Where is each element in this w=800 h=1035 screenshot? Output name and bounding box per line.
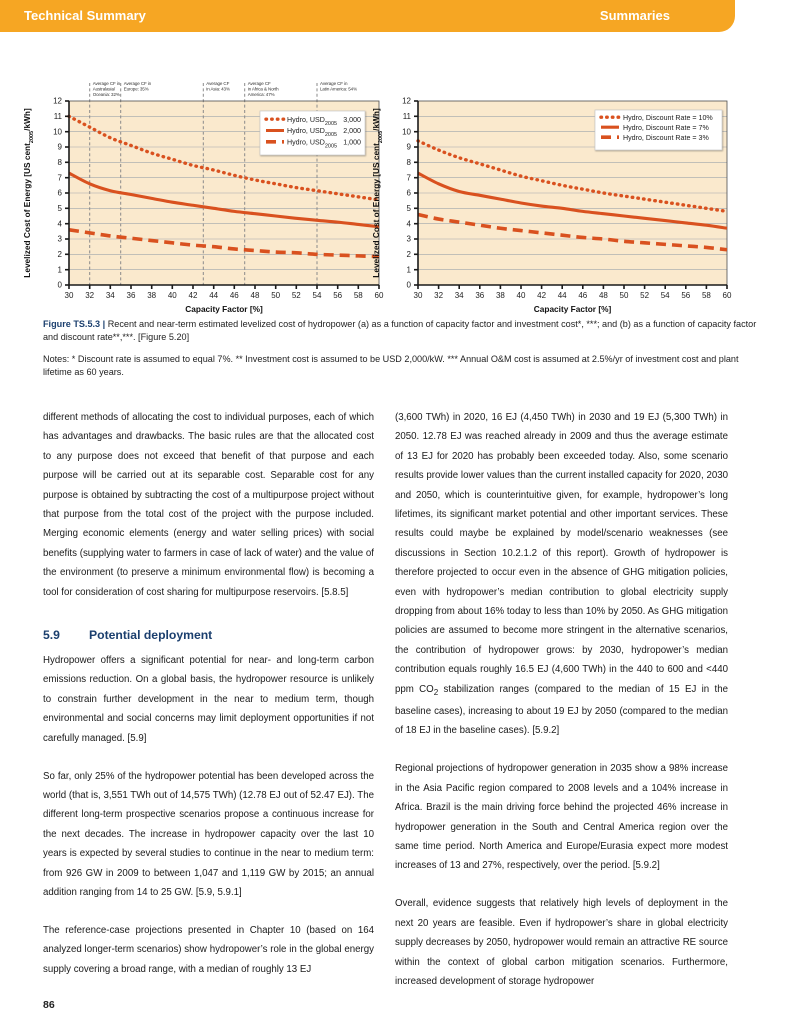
- svg-text:58: 58: [702, 291, 711, 300]
- svg-text:30: 30: [414, 291, 423, 300]
- svg-text:12: 12: [402, 97, 411, 106]
- svg-text:7: 7: [407, 173, 412, 182]
- svg-text:Average CF: Average CF: [206, 81, 229, 86]
- svg-text:Oceania: 32%: Oceania: 32%: [93, 92, 120, 97]
- svg-text:1: 1: [58, 265, 63, 274]
- svg-text:Latin America: 54%: Latin America: 54%: [320, 87, 357, 92]
- svg-text:32: 32: [434, 291, 443, 300]
- svg-text:in Asia: 43%: in Asia: 43%: [206, 87, 230, 92]
- svg-text:40: 40: [517, 291, 526, 300]
- svg-text:11: 11: [403, 112, 412, 121]
- svg-text:Average CF in: Average CF in: [124, 81, 152, 86]
- svg-text:11: 11: [54, 112, 63, 121]
- svg-text:1: 1: [407, 265, 412, 274]
- svg-text:5: 5: [58, 204, 63, 213]
- svg-text:Hydro, Discount Rate = 10%: Hydro, Discount Rate = 10%: [623, 114, 713, 122]
- svg-text:50: 50: [620, 291, 629, 300]
- svg-text:2,000: 2,000: [343, 127, 361, 135]
- svg-text:9: 9: [58, 143, 63, 152]
- svg-text:Hydro, Discount Rate = 3%: Hydro, Discount Rate = 3%: [623, 134, 709, 142]
- svg-text:1,000: 1,000: [343, 138, 361, 146]
- svg-text:3: 3: [58, 235, 63, 244]
- svg-text:52: 52: [640, 291, 649, 300]
- svg-text:in Africa & North: in Africa & North: [248, 87, 279, 92]
- svg-text:2: 2: [407, 250, 412, 259]
- svg-text:9: 9: [407, 143, 412, 152]
- svg-text:60: 60: [723, 291, 732, 300]
- svg-text:30: 30: [65, 291, 74, 300]
- svg-text:Australasia/: Australasia/: [93, 87, 116, 92]
- svg-text:58: 58: [354, 291, 363, 300]
- svg-text:40: 40: [168, 291, 177, 300]
- svg-text:0: 0: [407, 281, 412, 290]
- svg-text:48: 48: [599, 291, 608, 300]
- svg-text:32: 32: [85, 291, 94, 300]
- svg-text:52: 52: [292, 291, 301, 300]
- svg-text:36: 36: [127, 291, 136, 300]
- svg-text:0: 0: [58, 281, 63, 290]
- svg-text:54: 54: [661, 291, 670, 300]
- svg-text:42: 42: [189, 291, 198, 300]
- svg-text:Levelized Cost of Energy [US c: Levelized Cost of Energy [US cent2005/kW…: [371, 108, 384, 278]
- svg-text:7: 7: [58, 173, 63, 182]
- svg-text:4: 4: [58, 219, 63, 228]
- svg-text:10: 10: [402, 127, 411, 136]
- svg-text:38: 38: [147, 291, 156, 300]
- svg-text:38: 38: [496, 291, 505, 300]
- svg-text:46: 46: [230, 291, 239, 300]
- svg-text:42: 42: [537, 291, 546, 300]
- svg-text:Europe: 35%: Europe: 35%: [124, 87, 149, 92]
- svg-text:Average CF: Average CF: [248, 81, 271, 86]
- svg-text:Average CF in: Average CF in: [93, 81, 121, 86]
- svg-text:Capacity Factor [%]: Capacity Factor [%]: [534, 304, 612, 314]
- svg-text:6: 6: [407, 189, 412, 198]
- svg-text:Capacity Factor [%]: Capacity Factor [%]: [185, 304, 263, 314]
- svg-text:54: 54: [313, 291, 322, 300]
- svg-text:34: 34: [455, 291, 464, 300]
- svg-text:3,000: 3,000: [343, 116, 361, 124]
- svg-text:56: 56: [333, 291, 342, 300]
- svg-text:8: 8: [58, 158, 63, 167]
- svg-text:Levelized Cost of Energy [US c: Levelized Cost of Energy [US cent2005/kW…: [22, 108, 35, 278]
- svg-text:4: 4: [407, 219, 412, 228]
- svg-text:2: 2: [58, 250, 63, 259]
- svg-text:Hydro, Discount Rate = 7%: Hydro, Discount Rate = 7%: [623, 124, 709, 132]
- svg-text:44: 44: [558, 291, 567, 300]
- svg-text:44: 44: [209, 291, 218, 300]
- svg-text:6: 6: [58, 189, 63, 198]
- svg-text:36: 36: [475, 291, 484, 300]
- svg-text:8: 8: [407, 158, 412, 167]
- svg-text:12: 12: [53, 97, 62, 106]
- svg-text:34: 34: [106, 291, 115, 300]
- svg-text:5: 5: [407, 204, 412, 213]
- svg-text:56: 56: [681, 291, 690, 300]
- svg-text:48: 48: [251, 291, 260, 300]
- svg-text:Average CF in: Average CF in: [320, 81, 348, 86]
- svg-text:50: 50: [271, 291, 280, 300]
- svg-text:3: 3: [407, 235, 412, 244]
- svg-text:46: 46: [578, 291, 587, 300]
- svg-text:America: 47%: America: 47%: [248, 92, 275, 97]
- svg-text:10: 10: [53, 127, 62, 136]
